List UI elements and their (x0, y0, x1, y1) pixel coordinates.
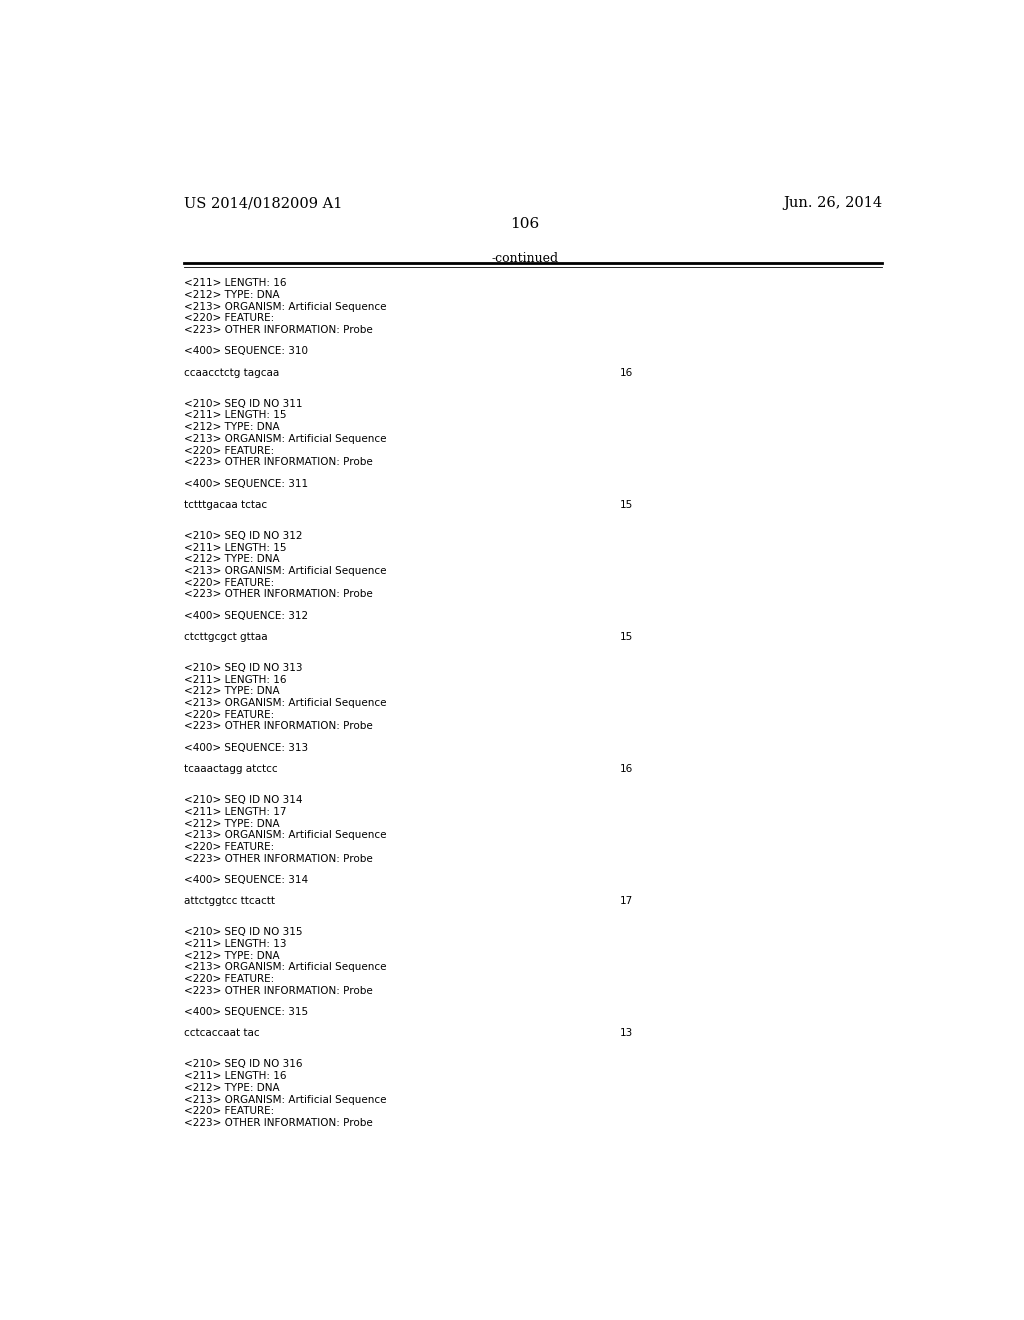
Text: <223> OTHER INFORMATION: Probe: <223> OTHER INFORMATION: Probe (183, 589, 373, 599)
Text: tctttgacaa tctac: tctttgacaa tctac (183, 500, 266, 510)
Text: <212> TYPE: DNA: <212> TYPE: DNA (183, 818, 280, 829)
Text: <223> OTHER INFORMATION: Probe: <223> OTHER INFORMATION: Probe (183, 722, 373, 731)
Text: <212> TYPE: DNA: <212> TYPE: DNA (183, 554, 280, 564)
Text: ccaacctctg tagcaa: ccaacctctg tagcaa (183, 368, 279, 378)
Text: <213> ORGANISM: Artificial Sequence: <213> ORGANISM: Artificial Sequence (183, 698, 386, 708)
Text: 16: 16 (620, 368, 633, 378)
Text: <211> LENGTH: 15: <211> LENGTH: 15 (183, 411, 286, 421)
Text: <223> OTHER INFORMATION: Probe: <223> OTHER INFORMATION: Probe (183, 1118, 373, 1127)
Text: 13: 13 (620, 1028, 633, 1039)
Text: <211> LENGTH: 16: <211> LENGTH: 16 (183, 1071, 286, 1081)
Text: <400> SEQUENCE: 310: <400> SEQUENCE: 310 (183, 346, 307, 356)
Text: <210> SEQ ID NO 314: <210> SEQ ID NO 314 (183, 795, 302, 805)
Text: attctggtcc ttcactt: attctggtcc ttcactt (183, 896, 274, 907)
Text: <210> SEQ ID NO 316: <210> SEQ ID NO 316 (183, 1060, 302, 1069)
Text: <212> TYPE: DNA: <212> TYPE: DNA (183, 686, 280, 697)
Text: <211> LENGTH: 15: <211> LENGTH: 15 (183, 543, 286, 553)
Text: <211> LENGTH: 16: <211> LENGTH: 16 (183, 279, 286, 288)
Text: -continued: -continued (492, 252, 558, 265)
Text: <210> SEQ ID NO 315: <210> SEQ ID NO 315 (183, 928, 302, 937)
Text: 17: 17 (620, 896, 633, 907)
Text: <220> FEATURE:: <220> FEATURE: (183, 710, 273, 719)
Text: <400> SEQUENCE: 312: <400> SEQUENCE: 312 (183, 611, 307, 620)
Text: <212> TYPE: DNA: <212> TYPE: DNA (183, 290, 280, 300)
Text: <400> SEQUENCE: 313: <400> SEQUENCE: 313 (183, 743, 307, 752)
Text: <220> FEATURE:: <220> FEATURE: (183, 842, 273, 851)
Text: <212> TYPE: DNA: <212> TYPE: DNA (183, 1082, 280, 1093)
Text: <213> ORGANISM: Artificial Sequence: <213> ORGANISM: Artificial Sequence (183, 962, 386, 973)
Text: 15: 15 (620, 500, 633, 510)
Text: <220> FEATURE:: <220> FEATURE: (183, 446, 273, 455)
Text: tcaaactagg atctcc: tcaaactagg atctcc (183, 764, 278, 774)
Text: <210> SEQ ID NO 313: <210> SEQ ID NO 313 (183, 663, 302, 673)
Text: <220> FEATURE:: <220> FEATURE: (183, 578, 273, 587)
Text: <210> SEQ ID NO 312: <210> SEQ ID NO 312 (183, 531, 302, 541)
Text: <220> FEATURE:: <220> FEATURE: (183, 313, 273, 323)
Text: 16: 16 (620, 764, 633, 774)
Text: <223> OTHER INFORMATION: Probe: <223> OTHER INFORMATION: Probe (183, 854, 373, 863)
Text: Jun. 26, 2014: Jun. 26, 2014 (782, 195, 882, 210)
Text: <220> FEATURE:: <220> FEATURE: (183, 974, 273, 985)
Text: <400> SEQUENCE: 311: <400> SEQUENCE: 311 (183, 479, 307, 488)
Text: <220> FEATURE:: <220> FEATURE: (183, 1106, 273, 1117)
Text: <213> ORGANISM: Artificial Sequence: <213> ORGANISM: Artificial Sequence (183, 1094, 386, 1105)
Text: <400> SEQUENCE: 315: <400> SEQUENCE: 315 (183, 1007, 307, 1018)
Text: <211> LENGTH: 17: <211> LENGTH: 17 (183, 807, 286, 817)
Text: <223> OTHER INFORMATION: Probe: <223> OTHER INFORMATION: Probe (183, 325, 373, 335)
Text: 15: 15 (620, 632, 633, 642)
Text: <213> ORGANISM: Artificial Sequence: <213> ORGANISM: Artificial Sequence (183, 566, 386, 576)
Text: <212> TYPE: DNA: <212> TYPE: DNA (183, 950, 280, 961)
Text: <223> OTHER INFORMATION: Probe: <223> OTHER INFORMATION: Probe (183, 457, 373, 467)
Text: <223> OTHER INFORMATION: Probe: <223> OTHER INFORMATION: Probe (183, 986, 373, 995)
Text: <211> LENGTH: 16: <211> LENGTH: 16 (183, 675, 286, 685)
Text: <210> SEQ ID NO 311: <210> SEQ ID NO 311 (183, 399, 302, 409)
Text: cctcaccaat tac: cctcaccaat tac (183, 1028, 259, 1039)
Text: <213> ORGANISM: Artificial Sequence: <213> ORGANISM: Artificial Sequence (183, 830, 386, 841)
Text: <400> SEQUENCE: 314: <400> SEQUENCE: 314 (183, 875, 307, 884)
Text: <213> ORGANISM: Artificial Sequence: <213> ORGANISM: Artificial Sequence (183, 302, 386, 312)
Text: US 2014/0182009 A1: US 2014/0182009 A1 (183, 195, 342, 210)
Text: <213> ORGANISM: Artificial Sequence: <213> ORGANISM: Artificial Sequence (183, 434, 386, 444)
Text: <212> TYPE: DNA: <212> TYPE: DNA (183, 422, 280, 432)
Text: ctcttgcgct gttaa: ctcttgcgct gttaa (183, 632, 267, 642)
Text: 106: 106 (510, 218, 540, 231)
Text: <211> LENGTH: 13: <211> LENGTH: 13 (183, 939, 286, 949)
